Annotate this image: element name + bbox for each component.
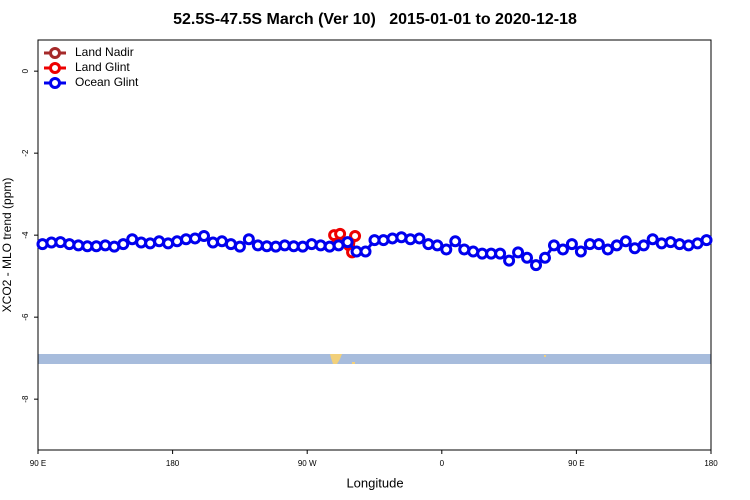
x-tick-label: 90 E	[568, 459, 584, 468]
legend-label: Ocean Glint	[75, 75, 139, 89]
series-point	[637, 239, 650, 252]
series-point	[233, 240, 246, 253]
series-point	[242, 233, 255, 246]
series-point	[341, 236, 354, 249]
land-strip	[544, 355, 546, 357]
legend-label: Land Nadir	[75, 45, 134, 59]
series-point	[547, 239, 560, 252]
legend-marker	[49, 47, 61, 59]
chart-title: 52.5S-47.5S March (Ver 10) 2015-01-01 to…	[173, 11, 577, 28]
land-strip	[352, 362, 355, 364]
x-tick-label: 180	[704, 459, 718, 468]
series-point	[334, 227, 347, 240]
series-point	[700, 234, 713, 247]
series-point	[117, 238, 130, 251]
y-tick-label: -8	[21, 395, 30, 403]
series-point	[449, 235, 462, 248]
series-point	[440, 243, 453, 256]
series-point	[530, 259, 543, 272]
ocean-strip	[38, 354, 711, 364]
series-point	[503, 254, 516, 267]
series-point	[359, 245, 372, 258]
series-point	[556, 243, 569, 256]
x-tick-label: 0	[440, 459, 445, 468]
series-point	[610, 239, 623, 252]
series-point	[521, 251, 534, 264]
series-point	[592, 238, 605, 251]
land-strip	[330, 354, 342, 364]
legend-marker	[49, 62, 61, 74]
series-point	[494, 247, 507, 260]
series-point	[646, 233, 659, 246]
y-tick-label: 0	[21, 68, 30, 73]
y-tick-label: -4	[21, 231, 30, 239]
y-tick-label: -2	[21, 149, 30, 157]
series-point	[36, 238, 49, 251]
map-strip	[38, 354, 711, 364]
x-axis-label: Longitude	[346, 475, 403, 490]
series-point	[431, 239, 444, 252]
series-point	[198, 229, 211, 242]
series-point	[377, 234, 390, 247]
series-point	[538, 251, 551, 264]
x-tick-label: 180	[166, 459, 180, 468]
series-point	[512, 246, 525, 259]
legend-label: Land Glint	[75, 60, 130, 74]
series-point	[413, 232, 426, 245]
y-tick-label: -6	[21, 313, 30, 321]
x-tick-label: 90 W	[298, 459, 317, 468]
legend-marker	[49, 77, 61, 89]
y-axis-label: XCO2 - MLO trend (ppm)	[0, 178, 14, 313]
series-point	[565, 238, 578, 251]
series-point	[574, 245, 587, 258]
series-point	[619, 235, 632, 248]
x-tick-label: 90 E	[30, 459, 46, 468]
series-point	[349, 229, 362, 242]
series-point	[601, 243, 614, 256]
